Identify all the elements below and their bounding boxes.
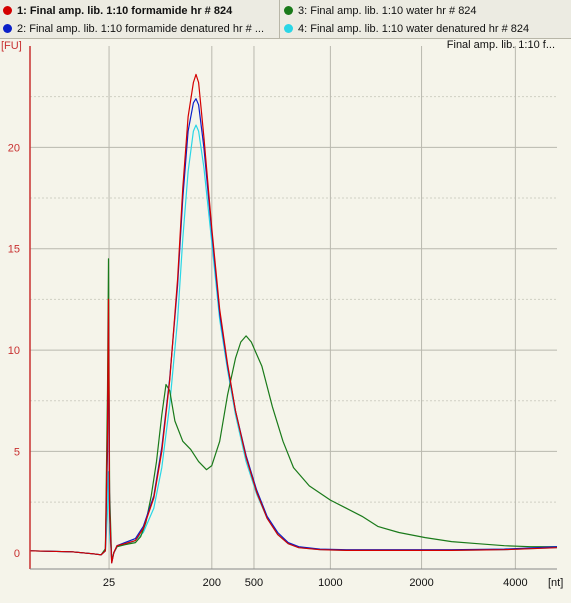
x-tick-label: 2000 [409, 577, 433, 589]
legend-label-1: 1: Final amp. lib. 1:10 formamide hr # 8… [17, 4, 233, 17]
legend-item-1[interactable]: 1: Final amp. lib. 1:10 formamide hr # 8… [0, 2, 278, 19]
y-tick-label: 15 [8, 244, 20, 256]
x-tick-label: 200 [203, 577, 221, 589]
chart-title: Final amp. lib. 1:10 f... [446, 39, 555, 51]
legend-label-2: 2: Final amp. lib. 1:10 formamide denatu… [17, 22, 265, 35]
plot-area [30, 46, 557, 569]
legend-item-2[interactable]: 2: Final amp. lib. 1:10 formamide denatu… [0, 20, 278, 37]
x-tick-label: 1000 [318, 577, 342, 589]
series-3-color-icon [284, 6, 293, 15]
series-4-color-icon [284, 24, 293, 33]
legend-divider [279, 0, 280, 38]
series-2-color-icon [3, 24, 12, 33]
x-tick-label: 500 [245, 577, 263, 589]
series-group [29, 73, 558, 564]
grid-lines [30, 96, 557, 503]
y-tick-label: 20 [8, 142, 20, 154]
x-tick-labels: 25 200 500 1000 2000 4000 [103, 577, 528, 589]
legend-label-3: 3: Final amp. lib. 1:10 water hr # 824 [298, 4, 477, 17]
y-tick-label: 10 [8, 345, 20, 357]
legend-item-4[interactable]: 4: Final amp. lib. 1:10 water denatured … [281, 20, 569, 37]
y-axis-label: [FU] [1, 40, 22, 52]
x-axis-label: [nt] [548, 577, 563, 589]
legend-label-4: 4: Final amp. lib. 1:10 water denatured … [298, 22, 530, 35]
x-tick-label: 25 [103, 577, 115, 589]
x-tick-label: 4000 [503, 577, 527, 589]
electropherogram-chart: [FU] [nt] 0 5 10 15 20 25 200 500 1000 2000 4000 [1, 40, 563, 589]
series-line-1 [29, 73, 558, 564]
legend: 1: Final amp. lib. 1:10 formamide hr # 8… [0, 0, 571, 39]
y-tick-label: 5 [14, 446, 20, 458]
series-1-color-icon [3, 6, 12, 15]
y-tick-labels: 0 5 10 15 20 [8, 142, 20, 559]
legend-item-3[interactable]: 3: Final amp. lib. 1:10 water hr # 824 [281, 2, 569, 19]
y-tick-label: 0 [14, 548, 20, 560]
